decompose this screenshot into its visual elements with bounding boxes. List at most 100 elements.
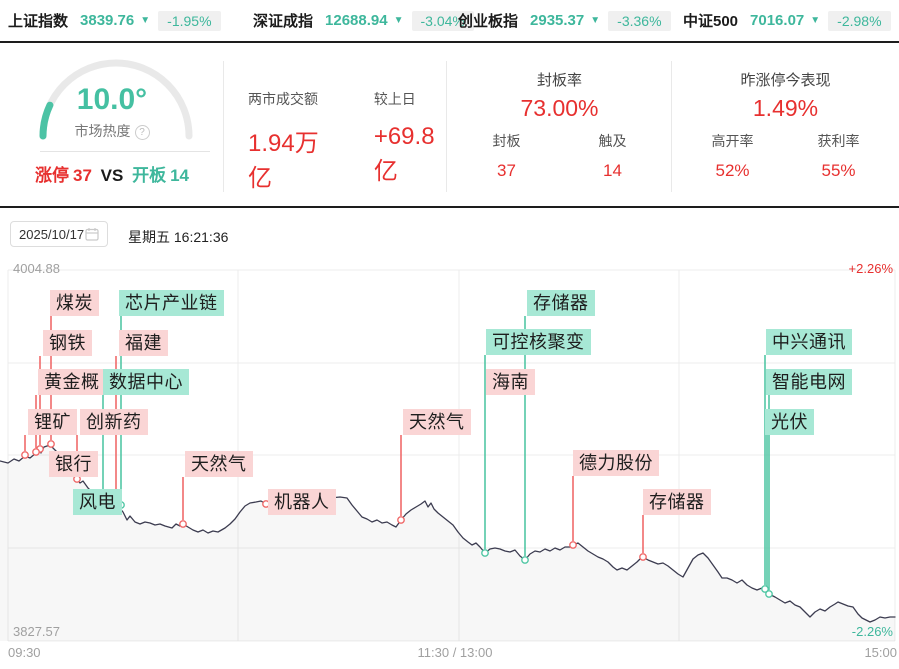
sector-annotation-label[interactable]: 天然气 [185, 451, 253, 477]
sector-annotation-label[interactable]: 福建 [119, 330, 168, 356]
price-area-fill [0, 445, 895, 641]
sector-annotation-label[interactable]: 银行 [49, 451, 98, 477]
sector-annotation-label[interactable]: 德力股份 [573, 450, 659, 476]
y-axis-top-label: 4004.88 [13, 261, 60, 276]
high-open-label: 高开率 [711, 133, 754, 149]
sector-annotation-label[interactable]: 光伏 [765, 409, 814, 435]
column-divider [223, 61, 224, 192]
index-name: 中证500 [683, 13, 739, 30]
annotation-dot [481, 549, 489, 557]
x-axis-label-open: 09:30 [8, 645, 41, 660]
annotation-dot [765, 590, 773, 598]
index-bar: 上证指数 3839.76 ▼ -1.95% 深证成指 12688.94 ▼ -3.04% 创业板… [0, 0, 899, 41]
limit-up-label: 涨停 [35, 166, 69, 185]
annotation-dot [32, 448, 40, 456]
sector-annotation-label[interactable]: 风电 [73, 489, 122, 515]
limitup-vs-reopen: 涨停 37 VS 开板 14 [0, 161, 224, 186]
sector-annotation-label[interactable]: 天然气 [403, 409, 471, 435]
x-axis-label-close: 15:00 [864, 645, 897, 660]
annotation-dot [521, 556, 529, 564]
limit-up-count: 37 [73, 166, 92, 185]
column-divider [446, 61, 447, 192]
index-item-2[interactable]: 创业板指 2935.37 ▼ -3.36% [458, 0, 671, 41]
stats-panel: 10.0° 市场热度? 涨停 37 VS 开板 14 两市成交额 1.94万亿 较上… [0, 41, 899, 208]
turnover-total: 两市成交额 1.94万亿 [248, 89, 330, 193]
index-item-0[interactable]: 上证指数 3839.76 ▼ -1.95% [8, 0, 221, 41]
column-divider [671, 61, 672, 192]
high-open-value: 52% [715, 161, 750, 180]
down-arrow-icon: ▼ [810, 15, 821, 26]
seal-rate-section: 封板率 73.00% 封板 37 触及 14 [447, 43, 672, 206]
date-bar: 2025/10/17 星期五 16:21:36 [0, 208, 899, 258]
turnover-delta-value: +69.8亿 [373, 123, 435, 185]
gauge-divider [40, 151, 210, 152]
touched-count: 14 [603, 161, 622, 180]
reopen-label: 开板 [132, 166, 167, 185]
index-name: 上证指数 [8, 13, 69, 30]
market-heat-label: 市场热度 [74, 123, 131, 139]
price-chart-canvas[interactable] [0, 258, 899, 669]
help-icon[interactable]: ? [134, 124, 150, 140]
sector-annotation-label[interactable]: 中兴通讯 [766, 329, 852, 355]
seal-rate-title: 封板率 [536, 72, 582, 89]
market-heat-gauge [39, 59, 193, 140]
turnover-label: 两市成交额 [248, 91, 318, 107]
sector-annotation-label[interactable]: 智能电网 [766, 369, 852, 395]
sealed-cell: 封板 37 [479, 131, 535, 181]
index-value: 12688.94 [325, 12, 388, 29]
sector-annotation-label[interactable]: 煤炭 [50, 290, 99, 316]
sealed-label: 封板 [492, 133, 521, 149]
index-value: 7016.07 [750, 12, 805, 29]
calendar-icon [85, 228, 99, 241]
reopen-count: 14 [170, 166, 189, 185]
sector-annotation-label[interactable]: 海南 [486, 369, 535, 395]
index-name: 创业板指 [458, 13, 519, 30]
sector-annotation-label[interactable]: 锂矿 [28, 409, 77, 435]
index-change-badge: -2.98% [828, 10, 891, 31]
y-axis-bottom-label: 3827.57 [13, 624, 60, 639]
market-heat-value: 10.0° [76, 83, 148, 116]
intraday-chart: 4004.88 +2.26% 3827.57 -2.26% 09:30 11:3… [0, 258, 899, 669]
annotation-dot [47, 440, 55, 448]
sector-annotation-label[interactable]: 可控核聚变 [486, 329, 591, 355]
date-picker-input[interactable]: 2025/10/17 [10, 221, 108, 247]
down-arrow-icon: ▼ [140, 15, 151, 26]
index-name: 深证成指 [253, 13, 314, 30]
index-item-3[interactable]: 中证500 7016.07 ▼ -2.98% [683, 0, 891, 41]
vs-label: VS [100, 166, 124, 185]
sector-annotation-label[interactable]: 数据中心 [103, 369, 189, 395]
yesterday-performance-section: 昨涨停今表现 1.49% 高开率 52% 获利率 55% [672, 43, 899, 206]
seal-rate-value: 73.00% [520, 95, 599, 121]
touched-cell: 触及 14 [585, 131, 641, 181]
annotation-dot [21, 451, 29, 459]
turnover-value: 1.94万亿 [248, 130, 319, 192]
y-axis-top-percent: +2.26% [848, 261, 893, 276]
yesterday-value: 1.49% [752, 95, 819, 121]
sector-annotation-label[interactable]: 黄金概 [38, 369, 106, 395]
profit-cell: 获利率 55% [811, 131, 867, 181]
turnover-delta-label: 较上日 [373, 91, 416, 107]
yesterday-title: 昨涨停今表现 [740, 72, 831, 89]
x-axis-label-noon: 11:30 / 13:00 [417, 645, 493, 660]
sector-annotation-label[interactable]: 存储器 [527, 290, 595, 316]
annotation-dot [397, 516, 405, 524]
turnover-section: 两市成交额 1.94万亿 较上日 +69.8亿 [224, 43, 447, 206]
index-change-badge: -3.04% [411, 10, 474, 31]
index-item-1[interactable]: 深证成指 12688.94 ▼ -3.04% [253, 0, 474, 41]
weekday-and-time: 星期五 16:21:36 [128, 229, 229, 245]
index-change-badge: -1.95% [158, 10, 221, 31]
market-heat-label-row: 市场热度? [0, 121, 224, 141]
sector-annotation-label[interactable]: 钢铁 [43, 330, 92, 356]
market-heat-section: 10.0° 市场热度? 涨停 37 VS 开板 14 [0, 43, 224, 206]
date-value: 2025/10/17 [19, 226, 85, 242]
sector-annotation-label[interactable]: 芯片产业链 [119, 290, 224, 316]
touched-label: 触及 [598, 133, 627, 149]
high-open-cell: 高开率 52% [705, 131, 761, 181]
y-axis-bottom-percent: -2.26% [851, 624, 893, 639]
down-arrow-icon: ▼ [590, 15, 601, 26]
sealed-count: 37 [497, 161, 516, 180]
profit-value: 55% [821, 161, 856, 180]
sector-annotation-label[interactable]: 机器人 [268, 489, 336, 515]
sector-annotation-label[interactable]: 存储器 [643, 489, 711, 515]
sector-annotation-label[interactable]: 创新药 [80, 409, 148, 435]
